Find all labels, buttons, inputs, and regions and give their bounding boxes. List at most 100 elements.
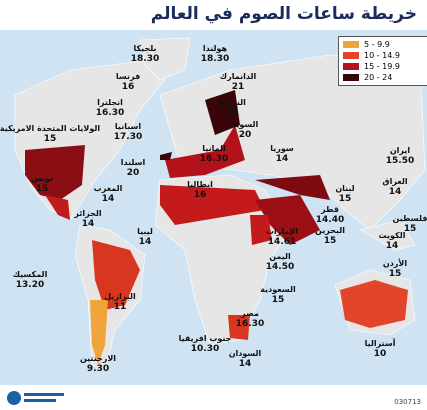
- country-label: المكسيك 13.20: [13, 270, 48, 290]
- country-label: ليبيا 14: [137, 227, 153, 247]
- country-name: العراق: [382, 177, 408, 186]
- country-hours: 14: [385, 241, 399, 251]
- country-label: هولندا 18.30: [201, 44, 229, 64]
- country-label: لبنان 15: [335, 184, 354, 204]
- country-hours: 14: [138, 237, 152, 247]
- country-hours: 15: [338, 194, 352, 204]
- legend-label: 10 - 14.9: [364, 51, 400, 60]
- country-hours: 14: [275, 154, 289, 164]
- country-label: البرازيل 11: [104, 292, 135, 312]
- country-hours: 11: [113, 302, 127, 312]
- country-label: قطر 14.40: [316, 205, 344, 225]
- country-name: اسلندا: [120, 158, 146, 167]
- country-hours: 18.30: [200, 54, 230, 64]
- country-name: البرازيل: [104, 292, 136, 301]
- country-label: المغرب 14: [94, 184, 123, 204]
- title: خريطة ساعات الصوم في العالم: [150, 4, 417, 24]
- country-hours: 15: [403, 224, 417, 234]
- country-label: السعودية 15: [260, 285, 295, 305]
- country-name: المانيا: [202, 144, 226, 153]
- country-label: اليمن 14.50: [266, 252, 294, 272]
- legend-swatch: [343, 63, 359, 70]
- legend-swatch: [343, 74, 359, 81]
- country-name: السودان: [228, 349, 262, 358]
- country-label: الارجنتين 9.30: [80, 354, 116, 374]
- legend-swatch: [343, 52, 359, 59]
- country-hours: 14.50: [265, 262, 295, 272]
- legend-item: 15 - 19.9: [343, 61, 423, 72]
- country-label: فرنسا 16: [116, 72, 140, 92]
- logo: [7, 391, 21, 405]
- country-hours: 17.30: [113, 132, 143, 142]
- country-name: سوريا: [270, 144, 294, 153]
- country-name: الولايات المتحدة الامريكية: [0, 124, 101, 133]
- country-name: الإمارات: [265, 227, 299, 236]
- country-label: مصر 16.30: [236, 309, 264, 329]
- colored-countries: [25, 90, 408, 365]
- country-name: الارجنتين: [79, 354, 117, 363]
- country-hours: 20: [225, 108, 239, 118]
- country-hours: 14.61: [267, 237, 297, 247]
- country-name: النرويج: [218, 98, 246, 107]
- country-hours: 14: [238, 359, 252, 369]
- country-label: الجزائر 14: [74, 209, 101, 229]
- country-label: النرويج 20: [218, 98, 246, 118]
- legend-swatch: [343, 41, 359, 48]
- country-name: ليبيا: [137, 227, 153, 236]
- country-name: المغرب: [93, 184, 123, 193]
- country-hours: 14.40: [315, 215, 345, 225]
- country-hours: 14: [81, 219, 95, 229]
- country-name: اليمن: [269, 252, 291, 261]
- country-label: اسبانيا 17.30: [114, 122, 142, 142]
- country-name: البحرين: [315, 226, 345, 235]
- country-hours: 14: [101, 194, 115, 204]
- country-label: السودان 14: [229, 349, 262, 369]
- country-name: الكويت: [378, 231, 406, 240]
- country-hours: 15: [35, 184, 49, 194]
- footer-code: 030713: [394, 398, 421, 406]
- country-label: ايران 15.50: [386, 146, 414, 166]
- country-name: الدانمارك: [219, 72, 257, 81]
- country-hours: 20: [126, 168, 140, 178]
- country-hours: 20: [238, 130, 252, 140]
- country-hours: 10.30: [190, 344, 220, 354]
- country-name: المكسيك: [12, 270, 48, 279]
- country-name: جنوب افريقيا: [178, 334, 232, 343]
- country-name: انجلترا: [97, 98, 123, 107]
- country-name: ايطاليا: [187, 180, 213, 189]
- country-hours: 21: [231, 82, 245, 92]
- country-label: ايطاليا 16: [187, 180, 213, 200]
- country-hours: 16: [121, 82, 135, 92]
- country-name: الجزائر: [74, 209, 102, 218]
- legend-label: 5 - 9.9: [364, 40, 390, 49]
- country-label: الدانمارك 21: [220, 72, 256, 92]
- country-label: الإمارات 14.61: [266, 227, 298, 247]
- country-name: لبنان: [335, 184, 355, 193]
- legend: 5 - 9.9 10 - 14.9 15 - 19.9 20 - 24: [338, 36, 427, 86]
- country-name: فلسطين: [392, 214, 427, 223]
- country-hours: 15.50: [385, 156, 415, 166]
- country-label: أستراليا 10: [365, 339, 396, 359]
- country-label: المانيا 16.30: [200, 144, 228, 164]
- country-name: اسبانيا: [114, 122, 142, 131]
- country-name: قطر: [320, 205, 339, 214]
- country-name: هولندا: [202, 44, 228, 53]
- country-hours: 13.20: [15, 280, 45, 290]
- country-label: البحرين 15: [315, 226, 345, 246]
- country-label: بلجيكا 18.30: [131, 44, 159, 64]
- country-name: السعودية: [260, 285, 296, 294]
- country-name: تونس: [30, 174, 54, 183]
- country-hours: 15: [271, 295, 285, 305]
- country-hours: 15: [388, 269, 402, 279]
- country-name: ايران: [389, 146, 411, 155]
- legend-item: 20 - 24: [343, 72, 423, 83]
- legend-label: 15 - 19.9: [364, 62, 400, 71]
- country-name: السويد: [231, 120, 259, 129]
- country-hours: 16.30: [199, 154, 229, 164]
- country-hours: 15: [323, 236, 337, 246]
- country-name: أستراليا: [364, 339, 396, 348]
- country-name: الأردن: [382, 259, 408, 268]
- legend-item: 10 - 14.9: [343, 50, 423, 61]
